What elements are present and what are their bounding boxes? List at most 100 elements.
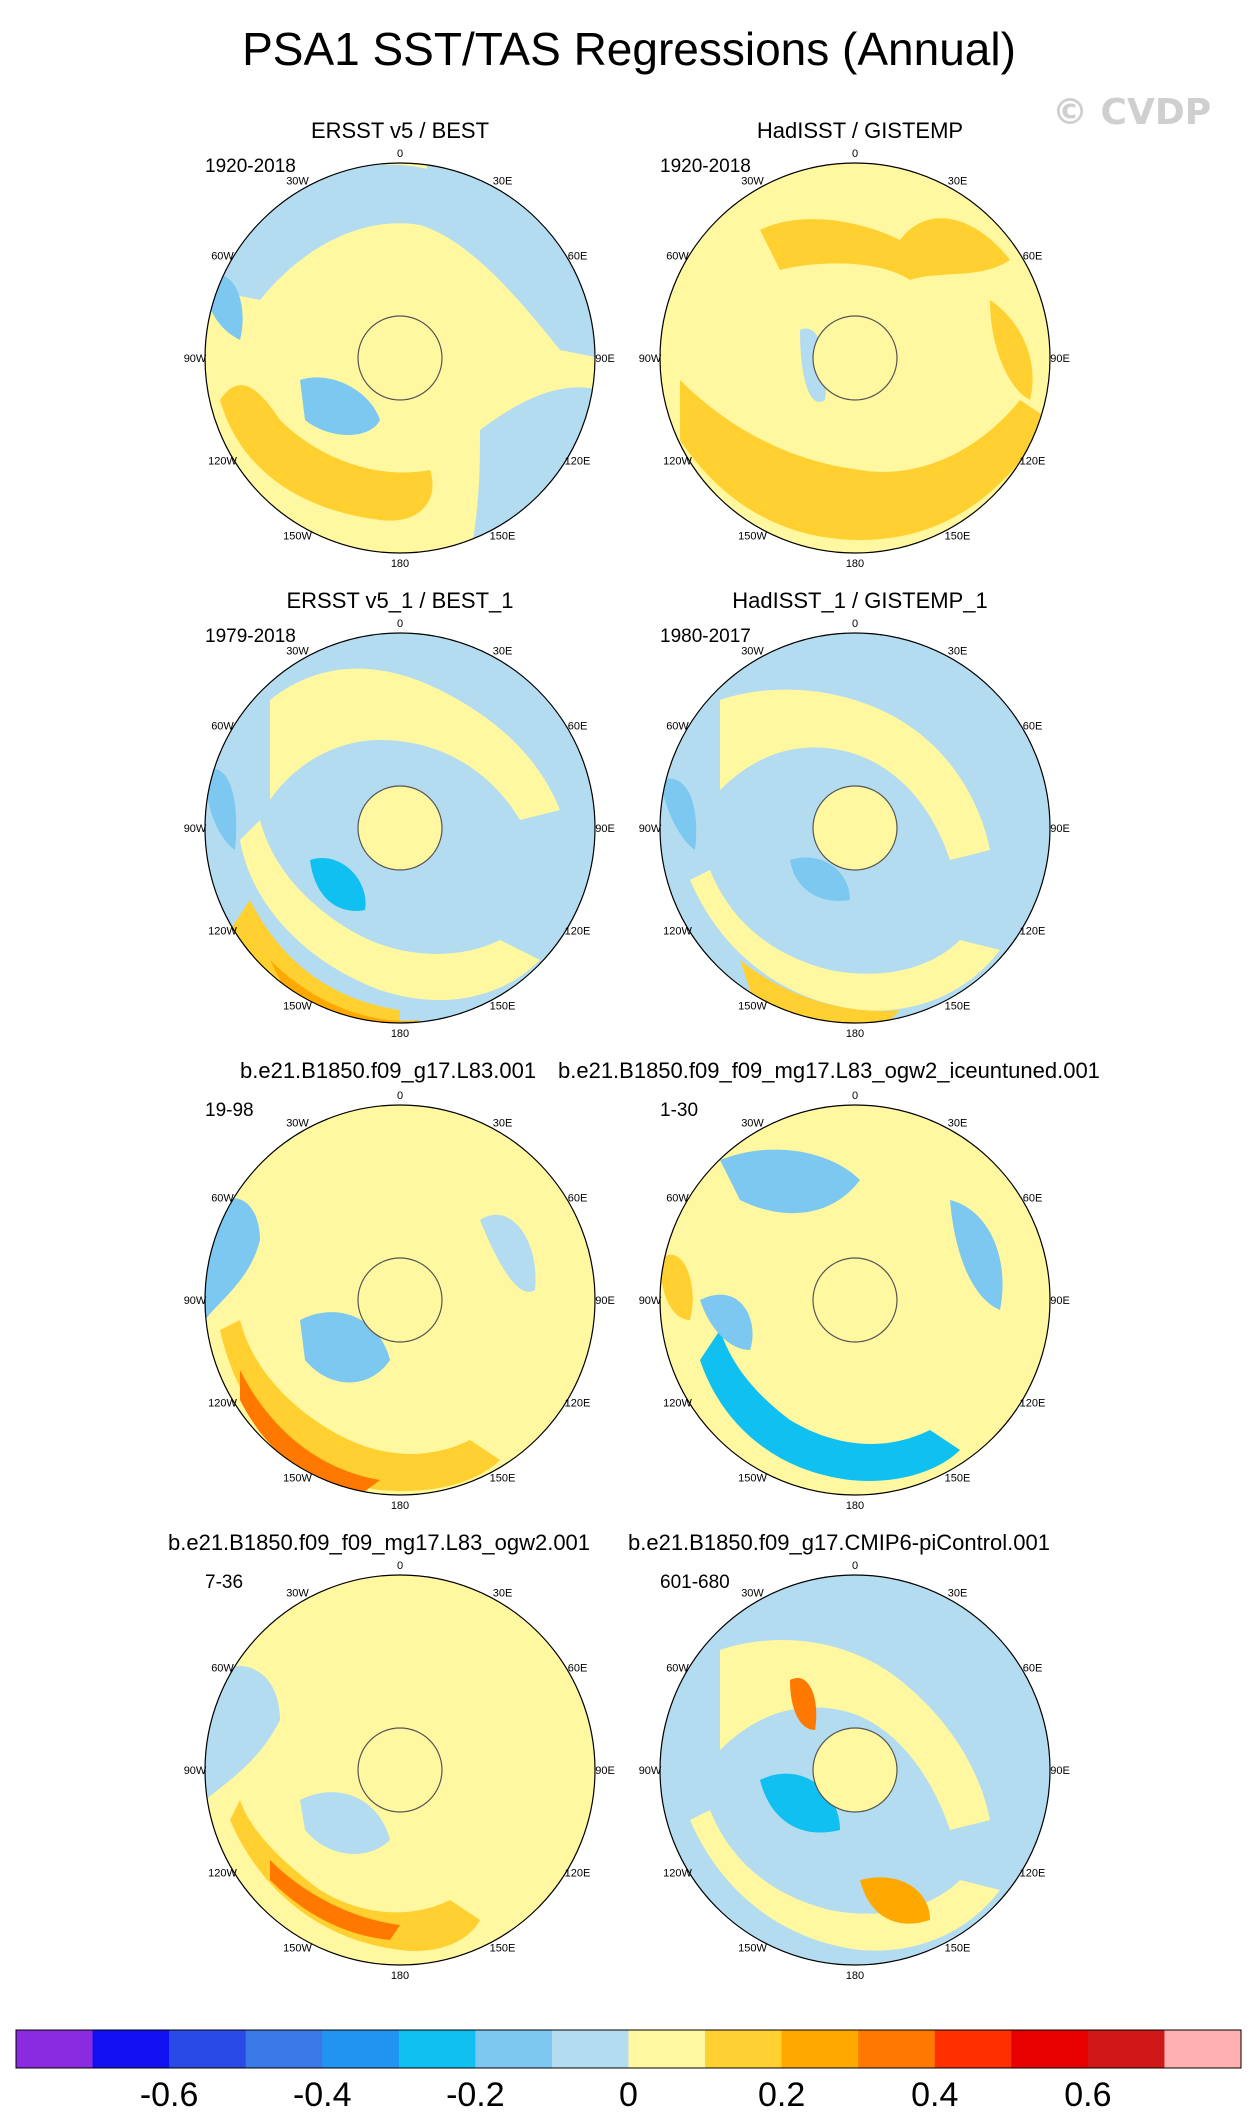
longitude-label: 60E	[1023, 1193, 1043, 1205]
map-panel-8	[660, 1575, 1050, 1965]
longitude-label: 30W	[286, 1118, 309, 1130]
panel-years: 1920-2018	[205, 156, 296, 177]
colorbar-swatch	[398, 2030, 476, 2068]
panel-title: HadISST / GISTEMP	[756, 118, 964, 143]
panel-years: 7-36	[205, 1572, 244, 1593]
longitude-label: 120E	[565, 1398, 591, 1410]
panel-years: 19-98	[205, 1100, 254, 1121]
longitude-label: 30E	[948, 1118, 968, 1130]
longitude-label: 60W	[211, 251, 234, 263]
longitude-label: 150E	[490, 1001, 516, 1013]
longitude-label: 90E	[595, 823, 615, 835]
longitude-label: 0	[852, 618, 858, 630]
longitude-label: 180	[846, 1970, 864, 1982]
longitude-label: 90W	[184, 1765, 207, 1777]
longitude-label: 180	[846, 1028, 864, 1040]
panel-title: b.e21.B1850.f09_g17.L83.001	[240, 1058, 537, 1083]
longitude-label: 60E	[568, 251, 588, 263]
longitude-label: 60E	[1023, 1663, 1043, 1675]
longitude-label: 90E	[1050, 1765, 1070, 1777]
longitude-label: 150E	[945, 531, 971, 543]
longitude-label: 90E	[595, 353, 615, 365]
panel-title: b.e21.B1850.f09_f09_mg17.L83_ogw2.001	[168, 1530, 591, 1555]
longitude-label: 30E	[493, 646, 513, 658]
longitude-label: 180	[391, 1970, 409, 1982]
colorbar-tick-label: 0	[619, 2076, 638, 2114]
longitude-label: 0	[852, 1090, 858, 1102]
longitude-label: 120W	[208, 1868, 237, 1880]
colorbar-tick-label: -0.6	[139, 2076, 199, 2114]
map-panel-5	[205, 1105, 595, 1495]
longitude-label: 30E	[493, 1588, 513, 1600]
panel-years: 1980-2017	[660, 626, 751, 647]
longitude-label: 60W	[666, 1663, 689, 1675]
colorbar-swatch	[858, 2030, 936, 2068]
longitude-label: 150W	[283, 1943, 312, 1955]
colorbar-tick-label: -0.4	[292, 2076, 352, 2114]
longitude-label: 90W	[639, 823, 662, 835]
longitude-label: 120E	[1020, 926, 1046, 938]
map-panel-3	[205, 633, 595, 1023]
panel-years: 1-30	[660, 1100, 699, 1121]
longitude-label: 150W	[738, 1943, 767, 1955]
colorbar-swatch	[1164, 2030, 1242, 2068]
longitude-label: 30W	[741, 1118, 764, 1130]
longitude-label: 90W	[639, 1765, 662, 1777]
longitude-label: 120E	[1020, 1398, 1046, 1410]
figure-title: PSA1 SST/TAS Regressions (Annual)	[242, 23, 1016, 75]
longitude-label: 0	[852, 1560, 858, 1572]
panel-title: b.e21.B1850.f09_f09_mg17.L83_ogw2_iceunt…	[558, 1058, 1100, 1083]
longitude-label: 0	[397, 618, 403, 630]
longitude-label: 90E	[595, 1765, 615, 1777]
longitude-label: 60E	[1023, 251, 1043, 263]
longitude-label: 120W	[663, 926, 692, 938]
longitude-label: 60E	[1023, 721, 1043, 733]
longitude-label: 120W	[208, 926, 237, 938]
longitude-label: 150W	[283, 1473, 312, 1485]
colorbar-swatch	[245, 2030, 323, 2068]
longitude-label: 30E	[493, 1118, 513, 1130]
map-panel-1	[205, 163, 595, 553]
longitude-label: 120E	[1020, 1868, 1046, 1880]
longitude-label: 30W	[741, 1588, 764, 1600]
colorbar-tick-label: 0.2	[757, 2076, 806, 2114]
colorbar-swatch	[1087, 2030, 1165, 2068]
longitude-label: 150W	[738, 531, 767, 543]
longitude-label: 120W	[663, 1398, 692, 1410]
longitude-label: 150W	[738, 1473, 767, 1485]
map-panel-7	[205, 1575, 595, 1965]
longitude-label: 180	[846, 558, 864, 570]
longitude-label: 150E	[490, 1943, 516, 1955]
colorbar-border	[15, 2029, 1242, 2069]
colorbar-swatch	[92, 2030, 170, 2068]
longitude-label: 90E	[595, 1295, 615, 1307]
longitude-label: 150E	[490, 1473, 516, 1485]
longitude-label: 120E	[565, 1868, 591, 1880]
colorbar-swatch	[475, 2030, 553, 2068]
longitude-label: 150W	[738, 1001, 767, 1013]
longitude-label: 90E	[1050, 823, 1070, 835]
longitude-label: 90E	[1050, 353, 1070, 365]
colorbar-swatch	[322, 2030, 400, 2068]
longitude-label: 180	[391, 558, 409, 570]
longitude-label: 30E	[948, 646, 968, 658]
longitude-label: 120E	[1020, 456, 1046, 468]
longitude-label: 90W	[639, 353, 662, 365]
longitude-label: 150E	[945, 1473, 971, 1485]
longitude-label: 60E	[568, 1193, 588, 1205]
longitude-label: 0	[852, 148, 858, 160]
panel-years: 1920-2018	[660, 156, 751, 177]
credit-watermark: © CVDP	[1052, 92, 1212, 133]
longitude-label: 120W	[208, 456, 237, 468]
colorbar-swatch	[551, 2030, 629, 2068]
longitude-label: 120W	[663, 456, 692, 468]
longitude-label: 150E	[945, 1943, 971, 1955]
longitude-label: 30W	[741, 646, 764, 658]
map-panel-4	[660, 633, 1050, 1023]
longitude-label: 30E	[493, 176, 513, 188]
panel-title: ERSST v5 / BEST	[310, 118, 490, 143]
longitude-label: 30W	[286, 646, 309, 658]
colorbar-tick-label: -0.2	[446, 2076, 505, 2114]
panel-years: 601-680	[660, 1572, 730, 1593]
